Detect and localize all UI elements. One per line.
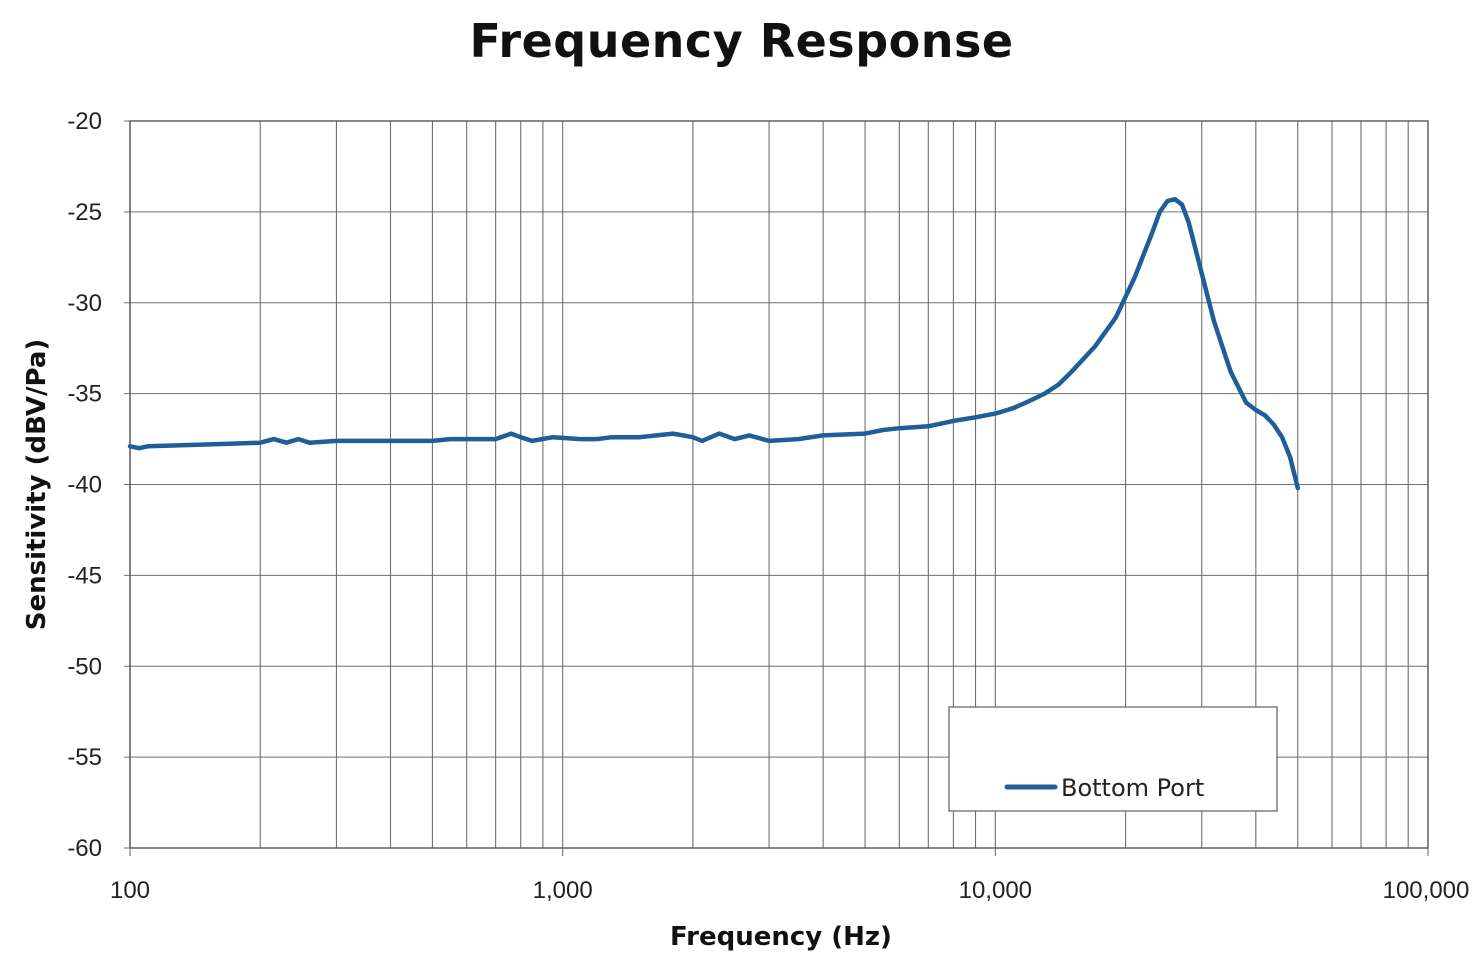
series-layer (127, 196, 1301, 491)
y-tick-label: -50 (67, 653, 102, 680)
y-tick-label: -30 (67, 290, 102, 317)
y-tick-label: -25 (67, 199, 102, 226)
y-axis-ticks: -20 -25 -30 -35 -40 -45 -50 -55 -60 (67, 108, 102, 862)
legend-box (948, 706, 1278, 812)
plot-frame (129, 120, 1429, 849)
x-axis-title: Frequency (Hz) (670, 922, 892, 952)
y-tick-label: -40 (67, 472, 102, 499)
x-tick-label: 10,000 (959, 877, 1032, 904)
y-tick-label: -55 (67, 744, 102, 771)
series-line-bottom-port (127, 196, 1301, 491)
legend: Bottom Port (948, 706, 1278, 812)
y-tick-label: -35 (67, 381, 102, 408)
x-axis-ticks: 100 1,000 10,000 100,000 (110, 848, 1469, 904)
y-tick-label: -20 (67, 108, 102, 135)
x-tick-label: 100 (110, 877, 150, 904)
y-tick-label: -60 (67, 835, 102, 862)
x-tick-label: 1,000 (533, 877, 593, 904)
chart-title: Frequency Response (469, 14, 1014, 68)
x-tick-label: 100,000 (1383, 877, 1470, 904)
y-axis-title: Sensitivity (dBV/Pa) (22, 339, 52, 631)
y-tick-label: -45 (67, 562, 102, 589)
legend-label-bottom-port: Bottom Port (1061, 774, 1204, 802)
